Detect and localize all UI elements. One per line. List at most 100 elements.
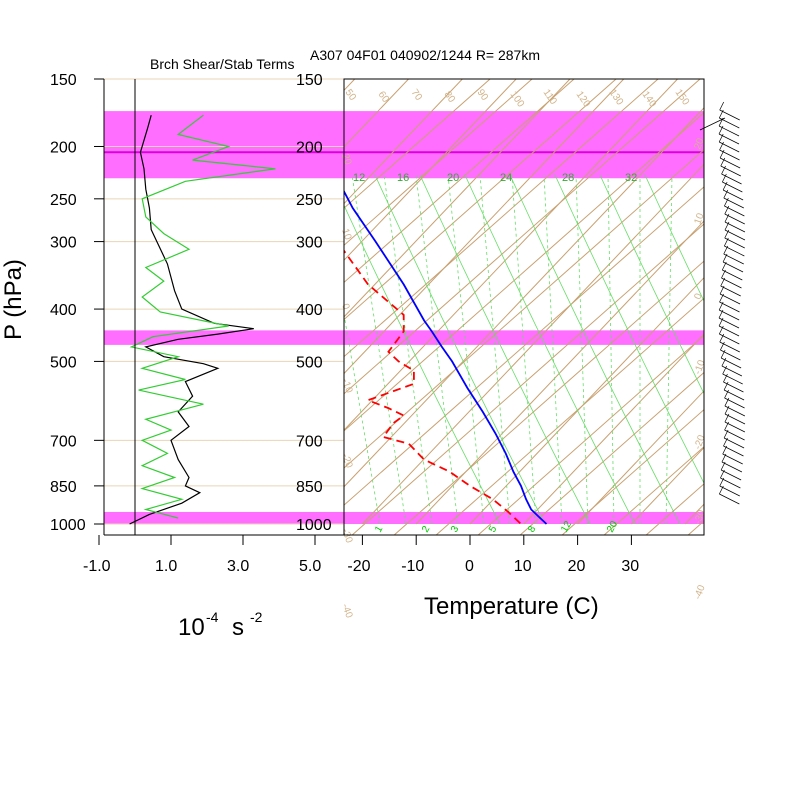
- isotherm: [344, 79, 517, 261]
- wind-barb-flag: [723, 429, 729, 439]
- isotherm: [344, 79, 678, 431]
- mixing-ratio-label: 5: [487, 524, 500, 535]
- edge-label-right: -30: [692, 508, 707, 526]
- edge-label-right: 10: [692, 211, 706, 226]
- right-x-tick-label: -20: [347, 558, 370, 575]
- wind-barb: [723, 253, 744, 265]
- wind-barb: [724, 429, 745, 441]
- wind-barb: [719, 301, 740, 313]
- left-panel: [104, 78, 344, 525]
- wind-barb: [719, 157, 741, 169]
- highlight-band: [104, 330, 704, 345]
- wind-barb-flag: [719, 485, 724, 495]
- wind-barb-flag: [719, 333, 725, 343]
- dry-adiabat-label: 130: [607, 87, 626, 107]
- left-x-tick-label: 1.0: [155, 558, 177, 575]
- wind-barb-flag: [721, 165, 726, 175]
- edge-label-right: -10: [692, 358, 707, 376]
- wind-barb-flag: [720, 341, 725, 351]
- wind-barb-flag: [719, 293, 724, 303]
- left-y-tick-label: 250: [50, 192, 77, 209]
- wind-barb: [722, 181, 743, 193]
- mixing-ratio-label: 2: [420, 524, 433, 535]
- left-panel-title: Brch Shear/Stab Terms: [150, 56, 294, 72]
- left-y-tick-label: 200: [50, 139, 77, 156]
- dry-adiabat-label: 150: [673, 87, 692, 107]
- edge-label-left: 10: [339, 227, 353, 242]
- right-y-tick-label: 400: [296, 302, 323, 319]
- wind-barb-flag: [719, 477, 725, 487]
- wind-barb: [723, 437, 745, 449]
- wind-barb: [724, 245, 745, 257]
- wind-barb-flag: [724, 221, 730, 231]
- wind-barb: [719, 485, 740, 497]
- wind-barb: [721, 461, 743, 473]
- mixing-ratio-label: 3: [449, 524, 462, 535]
- wind-barb-flag: [718, 317, 724, 327]
- mixing-ratio-label: 20: [605, 519, 620, 535]
- left-series: [129, 114, 276, 525]
- dry-adiabat-label: 100: [508, 89, 527, 109]
- mixing-ratio-line: [607, 174, 615, 525]
- isotherm: [344, 79, 463, 205]
- dry-adiabat-label: 90: [475, 87, 491, 103]
- wind-barb: [722, 261, 744, 273]
- moist-adiabat: [464, 174, 636, 525]
- wind-barb-flag: [719, 101, 725, 111]
- left-y-tick-label: 850: [50, 479, 77, 496]
- edge-label-left: -20: [339, 452, 354, 470]
- left-x-tick-label: -1.0: [83, 558, 111, 575]
- moist-adiabat: [554, 174, 704, 484]
- right-x-tick-label: 0: [465, 558, 474, 575]
- dry-adiabat-label: 70: [409, 87, 425, 103]
- wind-barb-flag: [720, 469, 725, 479]
- dry-adiabat: [435, 297, 704, 535]
- wind-barb: [724, 421, 746, 433]
- wind-barb-flag: [718, 125, 724, 135]
- wind-barb-flag: [724, 413, 730, 423]
- wind-barb: [718, 133, 740, 145]
- moist-adiabat-label: 12: [353, 172, 365, 184]
- wind-barb-flag: [719, 149, 725, 159]
- wind-barb-flag: [719, 141, 724, 151]
- wind-barb-flag: [720, 277, 726, 287]
- wind-barb-flag: [723, 381, 729, 391]
- wind-barb-flag: [723, 245, 729, 255]
- isotherm: [415, 220, 704, 525]
- wind-barb: [718, 325, 740, 337]
- left-y-tick-label: 300: [50, 235, 77, 252]
- wind-barb-flag: [724, 197, 729, 207]
- wind-barb-flag: [723, 373, 728, 383]
- dry-adiabat: [344, 79, 701, 395]
- wind-barb-flag: [723, 437, 728, 447]
- wind-barb: [719, 293, 741, 305]
- wind-barb: [721, 277, 742, 289]
- dry-adiabat: [477, 334, 704, 535]
- wind-barb-flag: [724, 229, 730, 239]
- right-y-tick-label: 1000: [296, 517, 332, 534]
- isotherm: [523, 333, 704, 525]
- y-axis-title: P (hPa): [0, 259, 27, 340]
- wind-barb: [723, 389, 745, 401]
- mixing-ratio-line: [383, 174, 433, 525]
- right-x-tick-label: -10: [401, 558, 424, 575]
- right-y-tick-label: 150: [296, 72, 323, 89]
- wind-barb-flag: [720, 349, 726, 359]
- wind-barb-flag: [724, 237, 729, 247]
- wind-barb: [720, 357, 742, 369]
- wind-barb-flag: [723, 189, 729, 199]
- left-y-tick-label: 500: [50, 354, 77, 371]
- right-panel-title: A307 04F01 040902/1244 R= 287km: [310, 47, 540, 63]
- moist-adiabat: [644, 174, 704, 303]
- wind-barb: [721, 173, 742, 185]
- temperature-line: [344, 189, 548, 525]
- units-exp1: -4: [206, 609, 219, 625]
- wind-barb-flag: [720, 461, 726, 471]
- wind-barb-flag: [722, 365, 728, 375]
- right-y-tick-label: 700: [296, 433, 323, 450]
- dry-adiabat: [344, 186, 704, 506]
- wind-barb: [721, 365, 743, 377]
- wind-barb: [720, 349, 741, 361]
